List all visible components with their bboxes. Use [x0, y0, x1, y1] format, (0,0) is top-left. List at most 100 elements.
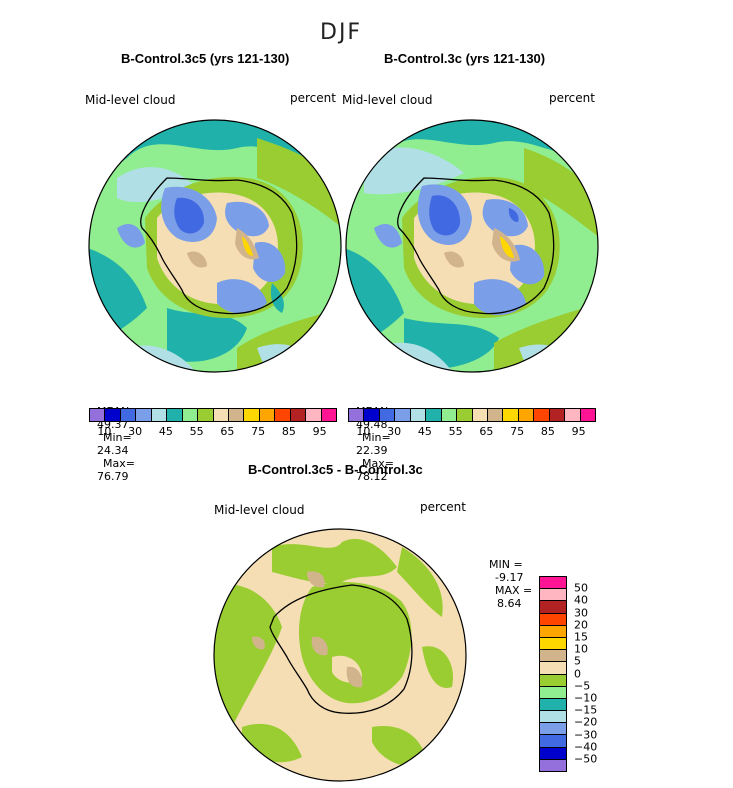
diff-colorbar-label: −20	[574, 715, 598, 729]
panel-2-variable: Mid-level cloud	[342, 93, 433, 107]
diff-min-value: -9.17	[495, 571, 524, 584]
colorbar-swatch	[259, 409, 276, 421]
colorbar-swatch	[306, 409, 322, 421]
colorbar-tick-label: 85	[281, 425, 296, 438]
diff-colorbar-label: −30	[574, 728, 598, 742]
diff-title: B-Control.3c5 - B-Control.3c	[248, 462, 423, 477]
diff-colorbar-label: −10	[574, 691, 598, 705]
colorbar-tick-label: 45	[158, 425, 173, 438]
panel-1-colorbar-ticks: 10 30 45 55 65 75 85 95	[89, 425, 335, 439]
colorbar-swatch	[549, 409, 566, 421]
panel-2-map	[345, 119, 599, 373]
diff-colorbar-swatch	[540, 723, 566, 736]
colorbar-swatch	[410, 409, 427, 421]
panel-2-max-label: Max=	[362, 457, 394, 470]
colorbar-tick-label: 65	[479, 425, 494, 438]
diff-colorbar-swatch	[540, 589, 566, 602]
colorbar-swatch	[518, 409, 535, 421]
colorbar-swatch	[290, 409, 307, 421]
colorbar-swatch	[213, 409, 229, 421]
diff-max-label: MAX =	[495, 584, 533, 597]
colorbar-swatch	[182, 409, 199, 421]
panel-2-max-value: 78.12	[356, 470, 388, 483]
diff-colorbar-label: 40	[574, 593, 588, 607]
panel-2-colorbar-ticks: 10 30 45 55 65 75 85 95	[348, 425, 594, 439]
colorbar-swatch	[426, 409, 442, 421]
diff-max-value: 8.64	[497, 597, 522, 610]
season-title: DJF	[320, 20, 363, 45]
diff-colorbar-label: −5	[574, 679, 591, 693]
colorbar-tick-label: 75	[251, 425, 266, 438]
diff-colorbar-swatch	[540, 711, 566, 724]
diff-colorbar-swatch	[540, 698, 566, 712]
colorbar-swatch	[395, 409, 411, 421]
colorbar-tick-label: 75	[510, 425, 525, 438]
diff-colorbar-swatch	[540, 577, 566, 590]
colorbar-swatch	[580, 409, 595, 421]
diff-colorbar-swatch	[540, 637, 566, 651]
diff-colorbar-swatch	[540, 686, 566, 699]
panel-1-max-label: Max=	[103, 457, 135, 470]
diff-minmax: MIN = -9.17 MAX = 8.64	[482, 545, 532, 610]
panel-1-variable: Mid-level cloud	[85, 93, 176, 107]
diff-colorbar-swatch	[540, 674, 566, 687]
colorbar-swatch	[136, 409, 152, 421]
colorbar-swatch	[105, 409, 121, 421]
panel-1-title: B-Control.3c5 (yrs 121-130)	[121, 51, 290, 66]
colorbar-swatch	[244, 409, 260, 421]
colorbar-swatch	[503, 409, 519, 421]
diff-colorbar-label: 20	[574, 618, 588, 632]
panel-1-colorbar	[89, 408, 337, 422]
colorbar-tick-label: 10	[356, 425, 371, 438]
diff-colorbar-swatch	[540, 759, 566, 771]
colorbar-swatch	[534, 409, 550, 421]
colorbar-swatch	[120, 409, 137, 421]
diff-min-label: MIN =	[489, 558, 523, 571]
colorbar-tick-label: 30	[128, 425, 143, 438]
panel-1-map	[88, 119, 342, 373]
colorbar-swatch	[364, 409, 380, 421]
colorbar-tick-label: 85	[540, 425, 555, 438]
diff-colorbar-swatch	[540, 735, 566, 748]
diff-variable: Mid-level cloud	[214, 503, 305, 517]
colorbar-swatch	[441, 409, 458, 421]
colorbar-tick-label: 45	[417, 425, 432, 438]
diff-colorbar-label: 5	[574, 654, 581, 668]
colorbar-swatch	[349, 409, 365, 421]
colorbar-tick-label: 10	[97, 425, 112, 438]
diff-colorbar-label: 0	[574, 667, 581, 681]
diff-colorbar-swatch	[540, 662, 566, 675]
diff-colorbar-label: −40	[574, 740, 598, 754]
colorbar-swatch	[275, 409, 291, 421]
colorbar-swatch	[90, 409, 106, 421]
diff-colorbar-swatch	[540, 613, 566, 626]
diff-colorbar	[539, 576, 567, 772]
colorbar-swatch	[457, 409, 473, 421]
colorbar-swatch	[472, 409, 488, 421]
panel-1-max-value: 76.79	[97, 470, 129, 483]
panel-2-min-label: Min=	[362, 431, 391, 444]
diff-units: percent	[420, 500, 466, 514]
panel-2-min-value: 22.39	[356, 444, 388, 457]
panel-2-colorbar	[348, 408, 596, 422]
diff-colorbar-label: 10	[574, 642, 588, 656]
colorbar-swatch	[151, 409, 168, 421]
colorbar-swatch	[487, 409, 504, 421]
colorbar-tick-label: 65	[220, 425, 235, 438]
panel-1-min-label: Min=	[103, 431, 132, 444]
colorbar-tick-label: 30	[387, 425, 402, 438]
colorbar-swatch	[321, 409, 336, 421]
diff-colorbar-swatch	[540, 747, 566, 760]
diff-colorbar-label: −50	[574, 752, 598, 766]
colorbar-swatch	[228, 409, 245, 421]
panel-1-units: percent	[290, 91, 336, 105]
colorbar-swatch	[379, 409, 396, 421]
colorbar-swatch	[167, 409, 183, 421]
panel-2-units: percent	[549, 91, 595, 105]
diff-colorbar-swatch	[540, 625, 566, 638]
diff-colorbar-label: 50	[574, 581, 588, 595]
colorbar-tick-label: 55	[448, 425, 463, 438]
panel-1-min-value: 24.34	[97, 444, 129, 457]
diff-colorbar-swatch	[540, 650, 566, 663]
panel-2-title: B-Control.3c (yrs 121-130)	[384, 51, 546, 66]
